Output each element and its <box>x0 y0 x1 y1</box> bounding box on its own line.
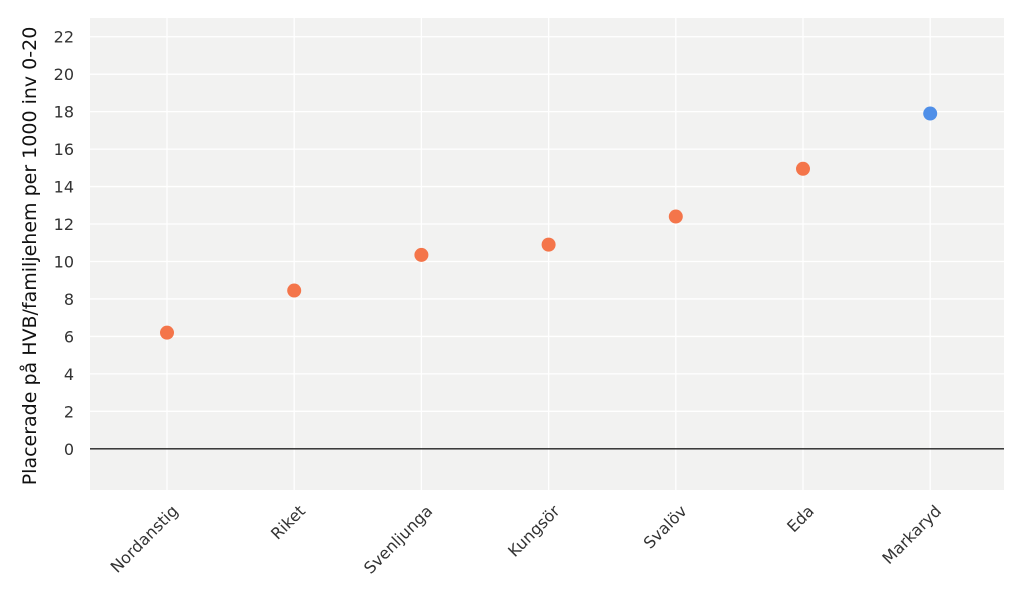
y-axis-label: Placerade på HVB/familjehem per 1000 inv… <box>18 27 41 486</box>
x-tick-label: Kungsör <box>504 501 564 561</box>
y-tick-labels: 0 2 4 6 8 10 12 14 16 18 20 22 <box>54 28 74 459</box>
y-tick-label: 8 <box>64 290 74 309</box>
y-tick-label: 6 <box>64 327 74 346</box>
y-tick-label: 14 <box>54 178 74 197</box>
y-tick-label: 12 <box>54 215 74 234</box>
y-tick-label: 0 <box>64 440 74 459</box>
plot-background <box>90 18 1004 490</box>
data-point <box>541 237 556 252</box>
y-tick-label: 18 <box>54 103 74 122</box>
y-tick-label: 20 <box>54 65 74 84</box>
y-tick-label: 16 <box>54 140 74 159</box>
x-tick-label: Riket <box>267 501 309 543</box>
y-tick-label: 22 <box>54 28 74 47</box>
data-point <box>160 325 174 340</box>
x-tick-label: Svalöv <box>640 501 691 552</box>
data-point <box>923 106 938 121</box>
data-point <box>668 209 683 224</box>
x-tick-label: Eda <box>783 501 818 536</box>
x-tick-label: Markaryd <box>878 501 945 568</box>
x-tick-labels: Nordanstig Riket Svenljunga Kungsör Svalöv Ed… <box>107 501 945 577</box>
x-tick-label: Svenljunga <box>360 501 436 577</box>
x-tick-label: Nordanstig <box>107 501 182 576</box>
y-tick-label: 10 <box>54 252 74 271</box>
y-tick-label: 2 <box>64 402 74 421</box>
data-point <box>414 247 429 262</box>
y-tick-label: 4 <box>64 365 74 384</box>
data-points <box>160 106 938 340</box>
data-point <box>796 161 810 176</box>
data-point <box>287 283 302 298</box>
